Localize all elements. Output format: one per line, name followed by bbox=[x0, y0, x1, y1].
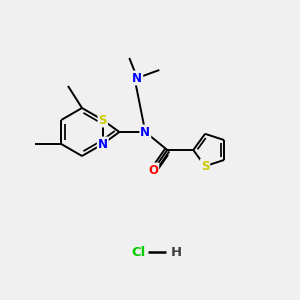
Text: N: N bbox=[140, 125, 150, 139]
Text: N: N bbox=[98, 137, 108, 151]
Text: N: N bbox=[132, 71, 142, 85]
Text: O: O bbox=[148, 164, 158, 176]
Text: S: S bbox=[98, 113, 107, 127]
Text: Cl: Cl bbox=[131, 245, 145, 259]
Text: H: H bbox=[170, 245, 182, 259]
Text: S: S bbox=[201, 160, 209, 173]
